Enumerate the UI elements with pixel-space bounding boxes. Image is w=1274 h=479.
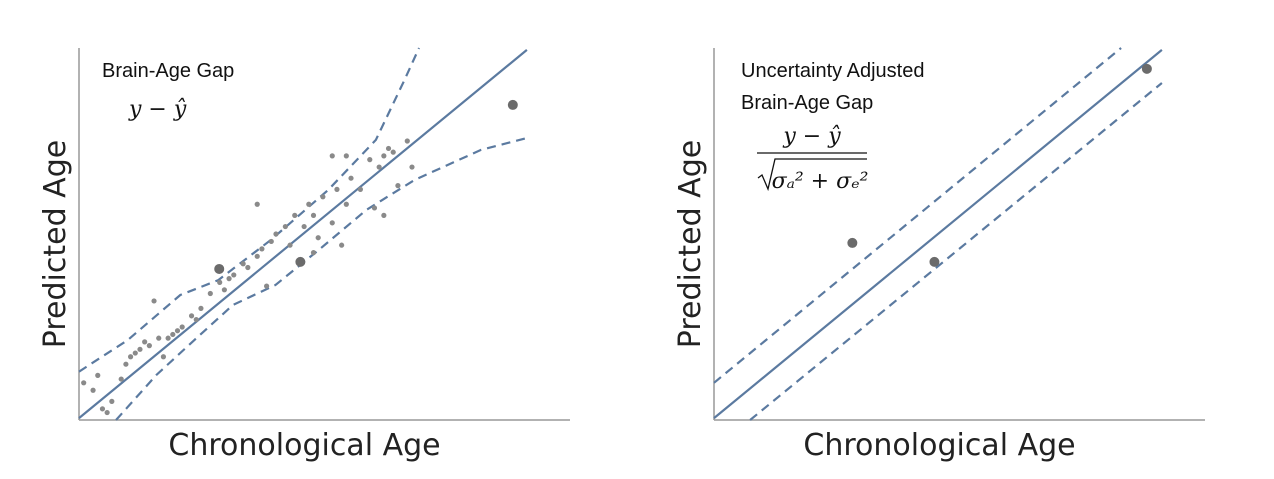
- point: [339, 242, 345, 248]
- formula: y − ŷ: [128, 97, 187, 122]
- highlight-point: [929, 256, 940, 267]
- point: [188, 313, 195, 319]
- x-axis-label: Chronological Age: [168, 428, 440, 463]
- point: [273, 231, 279, 237]
- point: [174, 328, 181, 334]
- point: [348, 175, 354, 181]
- point: [404, 138, 410, 144]
- point: [371, 205, 378, 211]
- point: [127, 354, 134, 360]
- band-line: [713, 47, 1122, 384]
- panel: Uncertainty Adjusted Brain-Age Gap y − ŷ σₐ…: [673, 47, 1205, 463]
- panel: Brain-Age Gap y − ŷ Chronological Age Predi…: [38, 47, 570, 463]
- radical: [757, 158, 867, 192]
- point: [292, 212, 298, 218]
- highlight-point: [295, 256, 306, 267]
- point: [282, 223, 288, 230]
- point: [217, 279, 223, 285]
- point: [118, 376, 124, 382]
- band-line: [749, 82, 1163, 421]
- point: [259, 246, 265, 252]
- point: [367, 157, 373, 163]
- point: [132, 350, 138, 356]
- highlight-point: [507, 99, 518, 110]
- point: [146, 343, 152, 349]
- identity-line: [713, 49, 1163, 419]
- point: [381, 153, 387, 159]
- point: [306, 201, 312, 207]
- point: [320, 194, 326, 200]
- point: [198, 305, 204, 311]
- point: [343, 153, 349, 159]
- point: [109, 398, 115, 404]
- point: [264, 283, 270, 289]
- annotation: Uncertainty Adjusted: [741, 60, 924, 82]
- point: [334, 186, 340, 192]
- band-line: [115, 136, 528, 421]
- point: [95, 372, 101, 378]
- band-line: [78, 47, 421, 373]
- point: [254, 201, 260, 207]
- point: [381, 212, 387, 218]
- point: [245, 264, 251, 271]
- y-axis-label: Predicted Age: [38, 140, 73, 348]
- point: [104, 409, 110, 416]
- annotation: Brain-Age Gap: [102, 60, 234, 82]
- point: [409, 164, 415, 170]
- point: [301, 223, 307, 230]
- highlight-point: [1141, 63, 1152, 74]
- point: [376, 164, 382, 170]
- annotation: Brain-Age Gap: [741, 92, 873, 114]
- point: [329, 153, 335, 159]
- point: [226, 276, 232, 282]
- point: [142, 339, 148, 345]
- point: [160, 354, 167, 360]
- point: [385, 145, 392, 152]
- point: [81, 380, 87, 386]
- point: [231, 272, 237, 278]
- point: [221, 287, 227, 293]
- point: [268, 238, 274, 245]
- point: [165, 335, 171, 341]
- point: [310, 250, 317, 256]
- point: [99, 406, 106, 412]
- point: [123, 361, 129, 367]
- point: [254, 253, 260, 259]
- point: [170, 331, 176, 338]
- point: [137, 346, 143, 352]
- point: [329, 220, 335, 226]
- point: [343, 201, 349, 207]
- point: [390, 149, 396, 155]
- point: [193, 316, 199, 323]
- point: [156, 335, 162, 341]
- y-axis-label: Predicted Age: [673, 140, 708, 348]
- formula-denominator: σₐ² + σₑ²: [772, 169, 869, 194]
- highlight-point: [214, 263, 225, 274]
- formula-numerator: y − ŷ: [782, 124, 841, 149]
- x-axis-label: Chronological Age: [803, 428, 1075, 463]
- point: [151, 298, 157, 304]
- point: [240, 261, 246, 267]
- highlight-point: [847, 237, 858, 248]
- point: [179, 324, 185, 330]
- point: [357, 186, 363, 192]
- point: [315, 235, 321, 241]
- identity-line: [78, 49, 528, 419]
- point: [395, 183, 401, 189]
- point: [310, 212, 317, 218]
- point: [287, 242, 293, 248]
- point: [207, 290, 213, 297]
- point: [90, 387, 96, 393]
